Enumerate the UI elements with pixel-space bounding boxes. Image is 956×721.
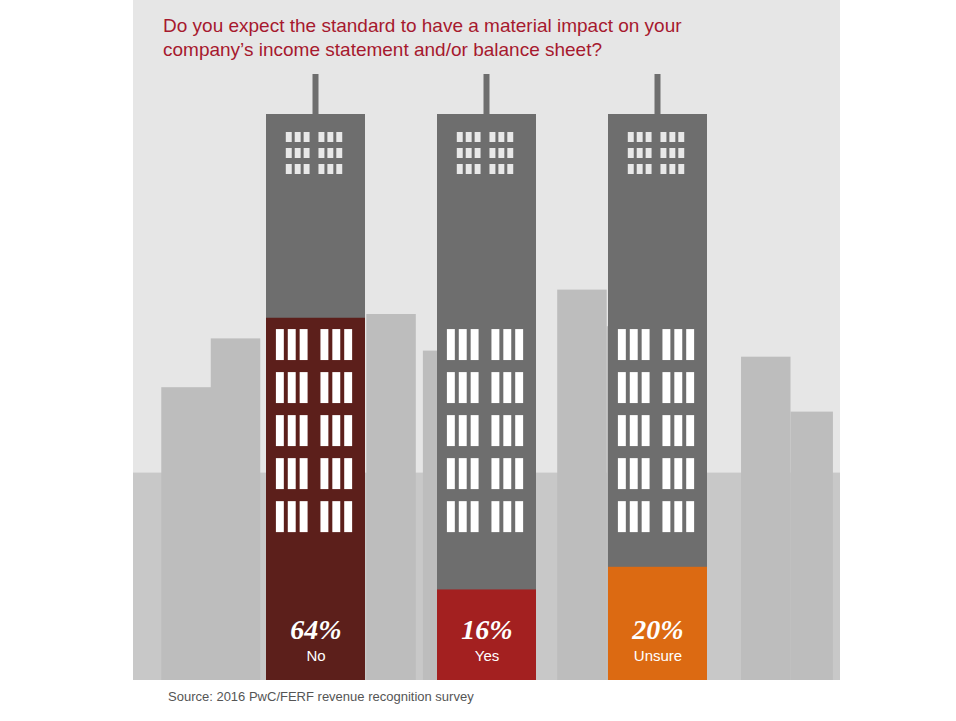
- html-text:Do you expect the standard to: Do you expect the standard to have a mat…: [163, 15, 682, 60]
- svg-text:64%: 64%: [290, 614, 341, 645]
- svg-text:Yes: Yes: [475, 647, 499, 664]
- svg-text:16%: 16%: [461, 614, 512, 645]
- svg-text:No: No: [306, 647, 325, 664]
- svg-text:20%: 20%: [631, 614, 683, 645]
- html-text:Source: 2016 PwC/FERF revenue: Source: 2016 PwC/FERF revenue recognitio…: [168, 689, 474, 704]
- svg-text:Unsure: Unsure: [634, 647, 682, 664]
